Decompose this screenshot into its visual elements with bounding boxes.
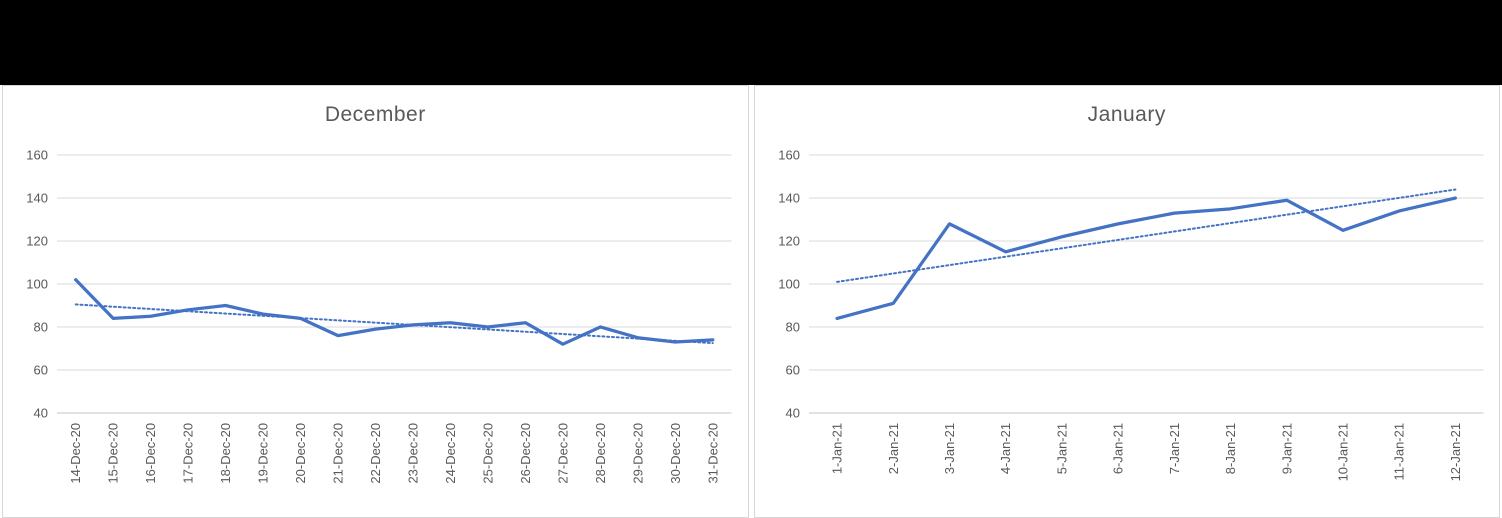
x-tick-label: 31-Dec-20	[705, 423, 720, 484]
chart-title-december: December	[324, 103, 426, 126]
x-tick-label: 27-Dec-20	[555, 423, 570, 484]
y-tick-label: 80	[34, 319, 48, 334]
y-tick-label: 80	[785, 319, 799, 334]
x-tick-label: 10-Jan-21	[1335, 423, 1350, 481]
x-tick-label: 17-Dec-20	[181, 423, 196, 484]
x-tick-label: 25-Dec-20	[480, 423, 495, 484]
x-tick-label: 23-Dec-20	[405, 423, 420, 484]
x-tick-label: 18-Dec-20	[218, 423, 233, 484]
trendline	[74, 303, 714, 345]
chart-panel-january: January 40 60 80 100 120 140 160 1-Jan-21 2-Jan-…	[753, 85, 1500, 518]
y-tick-label: 140	[778, 191, 800, 206]
x-tick-label: 22-Dec-20	[368, 423, 383, 484]
y-tick-label: 40	[785, 405, 799, 420]
x-tick-label: 30-Dec-20	[668, 423, 683, 484]
y-tick-label: 120	[778, 234, 800, 249]
y-tick-label: 40	[34, 405, 48, 420]
x-tick-label: 11-Jan-21	[1391, 423, 1406, 481]
y-tick-label: 140	[26, 191, 48, 206]
x-tick-label: 5-Jan-21	[1054, 423, 1069, 474]
x-tick-label: 3-Jan-21	[941, 423, 956, 474]
x-tick-label: 1-Jan-21	[829, 423, 844, 474]
x-tick-label: 20-Dec-20	[293, 423, 308, 484]
y-tick-label: 160	[26, 148, 48, 163]
chart-title-january: January	[1087, 103, 1166, 126]
y-tick-label: 100	[778, 277, 800, 292]
x-tick-label: 12-Jan-21	[1447, 423, 1462, 481]
december-line-chart: 40 60 80 100 120 140 160 14-Dec-20 15-Dec-20 16-D…	[26, 148, 732, 484]
y-tick-label: 160	[778, 148, 800, 163]
chart-panel-december: December 40 60 80 100 120 140 160 14-Dec-20 15-D…	[2, 85, 749, 518]
y-tick-label: 60	[34, 362, 48, 377]
x-tick-label: 4-Jan-21	[998, 423, 1013, 474]
charts-row: December 40 60 80 100 120 140 160 14-Dec-20 15-D…	[0, 85, 1502, 518]
x-tick-label: 7-Jan-21	[1166, 423, 1181, 474]
x-tick-label: 6-Jan-21	[1110, 423, 1125, 474]
x-tick-label: 19-Dec-20	[256, 423, 271, 484]
x-tick-label: 2-Jan-21	[885, 423, 900, 474]
y-tick-label: 120	[26, 234, 48, 249]
x-tick-label: 16-Dec-20	[143, 423, 158, 484]
x-tick-label: 8-Jan-21	[1223, 423, 1238, 474]
january-line-chart: 40 60 80 100 120 140 160 1-Jan-21 2-Jan-21 3-Jan-…	[778, 148, 1484, 481]
x-tick-label: 9-Jan-21	[1279, 423, 1294, 474]
trendline	[835, 188, 1456, 283]
x-tick-label: 28-Dec-20	[593, 423, 608, 484]
x-tick-label: 14-Dec-20	[68, 423, 83, 484]
series-line	[834, 196, 1457, 321]
series-line	[74, 278, 715, 346]
top-black-bar	[0, 0, 1502, 85]
y-tick-label: 60	[785, 362, 799, 377]
x-tick-label: 24-Dec-20	[443, 423, 458, 484]
x-tick-label: 21-Dec-20	[331, 423, 346, 484]
x-tick-label: 29-Dec-20	[630, 423, 645, 484]
x-tick-label: 26-Dec-20	[518, 423, 533, 484]
y-tick-label: 100	[26, 277, 48, 292]
x-tick-label: 15-Dec-20	[106, 423, 121, 484]
